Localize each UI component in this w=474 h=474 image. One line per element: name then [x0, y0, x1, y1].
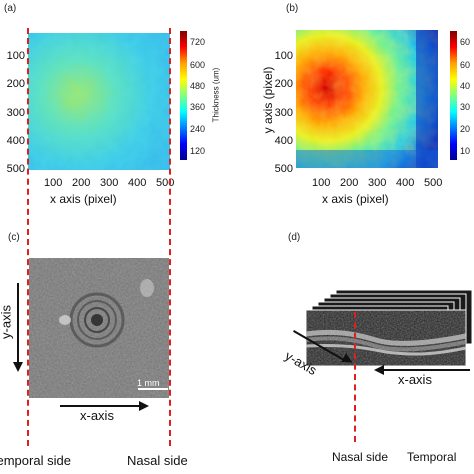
- panel-a-x-tick: 400: [128, 177, 147, 189]
- arrow-down-icon: [13, 362, 23, 372]
- right-nasal-label: Nasal side: [332, 450, 389, 464]
- colorbar-b-tick: 60: [460, 60, 471, 70]
- colorbar-a-tick: 360: [190, 102, 206, 112]
- arrow-right-icon: [139, 401, 149, 411]
- panel-c-y-axis-label: y-axis: [0, 305, 14, 339]
- panel-b-y-tick: 100: [274, 50, 293, 62]
- colorbar-a-tick: 120: [190, 146, 206, 156]
- colorbar-b-tick: 10: [460, 146, 471, 156]
- panel-b-y-tick: 500: [274, 163, 293, 175]
- left-dashed-guide: [27, 28, 29, 446]
- panel-a-colorbar: [180, 31, 187, 160]
- panel-c-y-arrow: [17, 283, 19, 363]
- panel-b-y-label: y axis (pixel): [261, 66, 275, 134]
- panel-b-x-tick: 400: [396, 177, 415, 189]
- colorbar-b-tick: 30: [460, 102, 471, 112]
- panel-b-y-tick: 400: [274, 135, 293, 147]
- panel-a-y-tick: 400: [6, 135, 25, 147]
- panel-b-colorbar: [450, 31, 457, 160]
- colorbar-a-title: Thickness (um): [211, 67, 221, 123]
- right-temporal-label: Temporal: [407, 450, 457, 464]
- panel-b-x-tick: 100: [312, 177, 331, 189]
- panel-d-x-arrow: [384, 369, 470, 371]
- scale-bar: [138, 388, 168, 390]
- oct-bscan-stack: [305, 289, 473, 370]
- panel-a-x-tick: 500: [156, 177, 175, 189]
- panel-b-x-tick: 500: [424, 177, 443, 189]
- colorbar-b-tick: 40: [460, 81, 471, 91]
- left-temporal-label: Temporal side: [0, 453, 71, 468]
- colorbar-b-tick: 20: [460, 124, 471, 134]
- panel-a-y-tick: 300: [6, 107, 25, 119]
- colorbar-a-tick: 720: [190, 37, 206, 47]
- panel-a-label: (a): [4, 3, 17, 14]
- panel-b-thickness-map: [296, 30, 438, 168]
- panel-b-y-tick: 200: [274, 78, 293, 90]
- colorbar-a-tick: 240: [190, 124, 206, 134]
- panel-d-x-axis-label: x-axis: [398, 372, 432, 387]
- colorbar-b-tick: 60: [460, 37, 471, 47]
- left-nasal-label: Nasal side: [127, 453, 188, 468]
- panel-c-label: (c): [8, 232, 20, 243]
- panel-d-label: (d): [288, 232, 301, 243]
- panel-a-thickness-map: [28, 33, 170, 170]
- panel-a-x-tick: 100: [44, 177, 63, 189]
- panel-b-x-label: x axis (pixel): [322, 192, 389, 206]
- panel-a-x-label: x axis (pixel): [50, 192, 117, 206]
- panel-b-y-tick: 300: [274, 107, 293, 119]
- panel-d-dashed-guide: [354, 312, 356, 442]
- panel-b-x-tick: 200: [340, 177, 359, 189]
- panel-a-x-tick: 300: [100, 177, 119, 189]
- panel-a-x-tick: 200: [72, 177, 91, 189]
- scale-bar-label: 1 mm: [137, 378, 160, 388]
- panel-c-x-arrow: [60, 405, 140, 407]
- panel-a-y-tick: 200: [6, 78, 25, 90]
- colorbar-a-tick: 600: [190, 60, 206, 70]
- arrow-left-icon: [374, 365, 384, 375]
- panel-b-x-tick: 300: [368, 177, 387, 189]
- panel-c-x-axis-label: x-axis: [80, 408, 114, 423]
- right-dashed-guide: [169, 28, 171, 446]
- panel-a-y-tick: 100: [6, 50, 25, 62]
- fundus-image: [29, 258, 169, 398]
- panel-b-label: (b): [286, 3, 299, 14]
- colorbar-a-tick: 480: [190, 81, 206, 91]
- panel-a-y-tick: 500: [6, 163, 25, 175]
